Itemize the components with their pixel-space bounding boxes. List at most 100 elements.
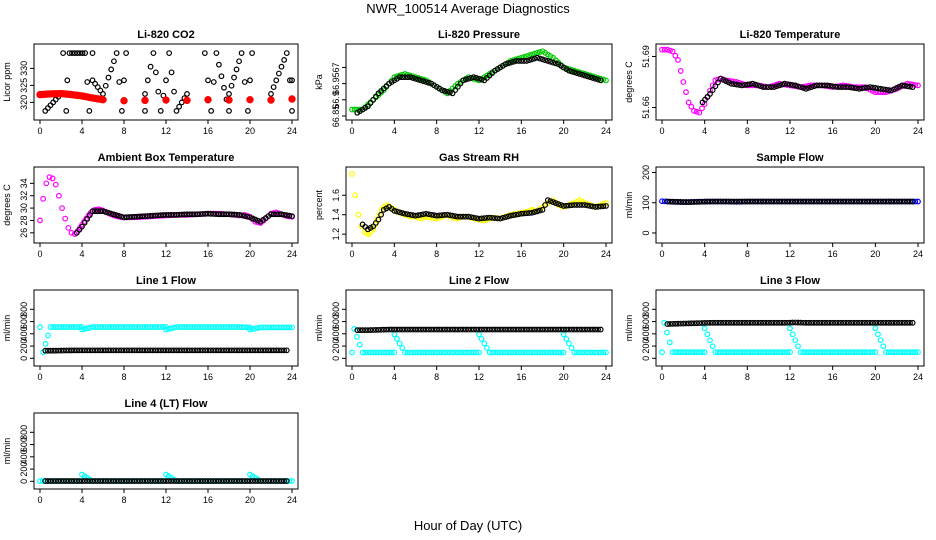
data-point — [481, 215, 488, 222]
data-point — [885, 319, 892, 326]
data-point — [286, 478, 293, 484]
data-point — [771, 198, 777, 205]
data-point — [273, 77, 280, 84]
y-axis-label: percent — [314, 189, 324, 220]
data-point — [186, 347, 193, 354]
data-point — [417, 211, 424, 218]
data-point — [71, 50, 78, 56]
data-point — [97, 478, 104, 484]
data-point — [688, 103, 695, 110]
data-point — [215, 211, 222, 218]
data-point — [907, 319, 913, 326]
data-point — [518, 349, 525, 356]
data-point — [664, 46, 671, 53]
data-point — [907, 198, 913, 205]
series-0 — [42, 50, 295, 114]
data-point — [404, 211, 411, 218]
series-0 — [659, 46, 921, 116]
data-point — [131, 478, 138, 484]
data-layer — [36, 50, 296, 114]
data-point — [685, 99, 692, 106]
x-tick-label: 4 — [702, 126, 707, 136]
data-point — [142, 213, 148, 220]
data-point — [720, 198, 727, 205]
data-point — [781, 349, 788, 356]
data-point — [853, 349, 860, 356]
data-point — [354, 327, 361, 334]
x-tick-label: 24 — [601, 372, 611, 382]
data-point — [877, 337, 884, 344]
y-tick-label: 0 — [641, 356, 651, 361]
data-point — [813, 349, 820, 356]
data-point — [212, 478, 219, 484]
x-tick-label: 24 — [287, 249, 297, 259]
data-point — [289, 324, 295, 331]
x-tick-label: 8 — [121, 495, 126, 505]
data-point — [359, 327, 366, 334]
data-point — [510, 326, 517, 333]
data-point — [68, 347, 75, 354]
data-point — [816, 319, 823, 326]
data-point — [741, 198, 748, 205]
y-tick-label: 600 — [19, 437, 29, 452]
data-point — [226, 90, 232, 97]
x-tick-label: 4 — [79, 249, 84, 259]
data-point — [848, 319, 855, 326]
data-point — [144, 347, 151, 354]
series-1 — [359, 197, 609, 233]
data-point — [144, 478, 151, 484]
data-point — [423, 326, 429, 333]
data-point — [367, 327, 374, 333]
data-point — [226, 211, 232, 218]
data-point — [152, 347, 159, 354]
data-point — [94, 347, 101, 354]
data-point — [76, 50, 83, 56]
y-axis-label: ml/min — [2, 315, 12, 342]
data-point — [86, 347, 93, 354]
data-point — [144, 77, 151, 84]
data-point — [378, 326, 385, 333]
data-point — [170, 478, 177, 484]
data-point — [86, 324, 93, 331]
data-point — [915, 82, 921, 89]
data-point — [55, 478, 62, 484]
data-point — [131, 347, 138, 354]
data-point — [755, 198, 761, 205]
data-layer — [37, 471, 295, 484]
data-point — [84, 325, 91, 332]
data-point — [505, 213, 512, 220]
data-point — [178, 347, 185, 354]
data-point — [107, 478, 114, 484]
data-point — [534, 54, 541, 61]
data-point — [100, 324, 106, 330]
data-point — [163, 347, 169, 354]
data-point — [848, 84, 855, 91]
data-point — [864, 349, 871, 356]
data-point — [667, 198, 673, 205]
y-tick-label: 0 — [641, 230, 651, 235]
data-point — [218, 211, 225, 218]
data-point — [486, 326, 493, 333]
data-point — [444, 349, 451, 356]
data-point — [254, 478, 261, 484]
series-1 — [42, 478, 290, 484]
data-point — [142, 347, 148, 354]
data-point — [268, 90, 274, 97]
data-point — [829, 198, 836, 205]
data-point — [275, 70, 282, 77]
data-point — [536, 49, 543, 55]
data-point — [733, 349, 740, 356]
data-point — [845, 84, 852, 90]
data-point — [688, 199, 695, 205]
data-point — [417, 349, 424, 356]
y-tick-label: 800 — [19, 302, 29, 317]
data-point — [149, 324, 156, 330]
data-point — [92, 324, 99, 330]
data-point — [46, 174, 53, 181]
data-point — [82, 50, 89, 56]
data-point — [231, 74, 237, 81]
y-tick-label: 200 — [331, 339, 341, 354]
data-point — [428, 349, 435, 356]
data-point — [696, 109, 703, 116]
data-point — [819, 198, 825, 205]
